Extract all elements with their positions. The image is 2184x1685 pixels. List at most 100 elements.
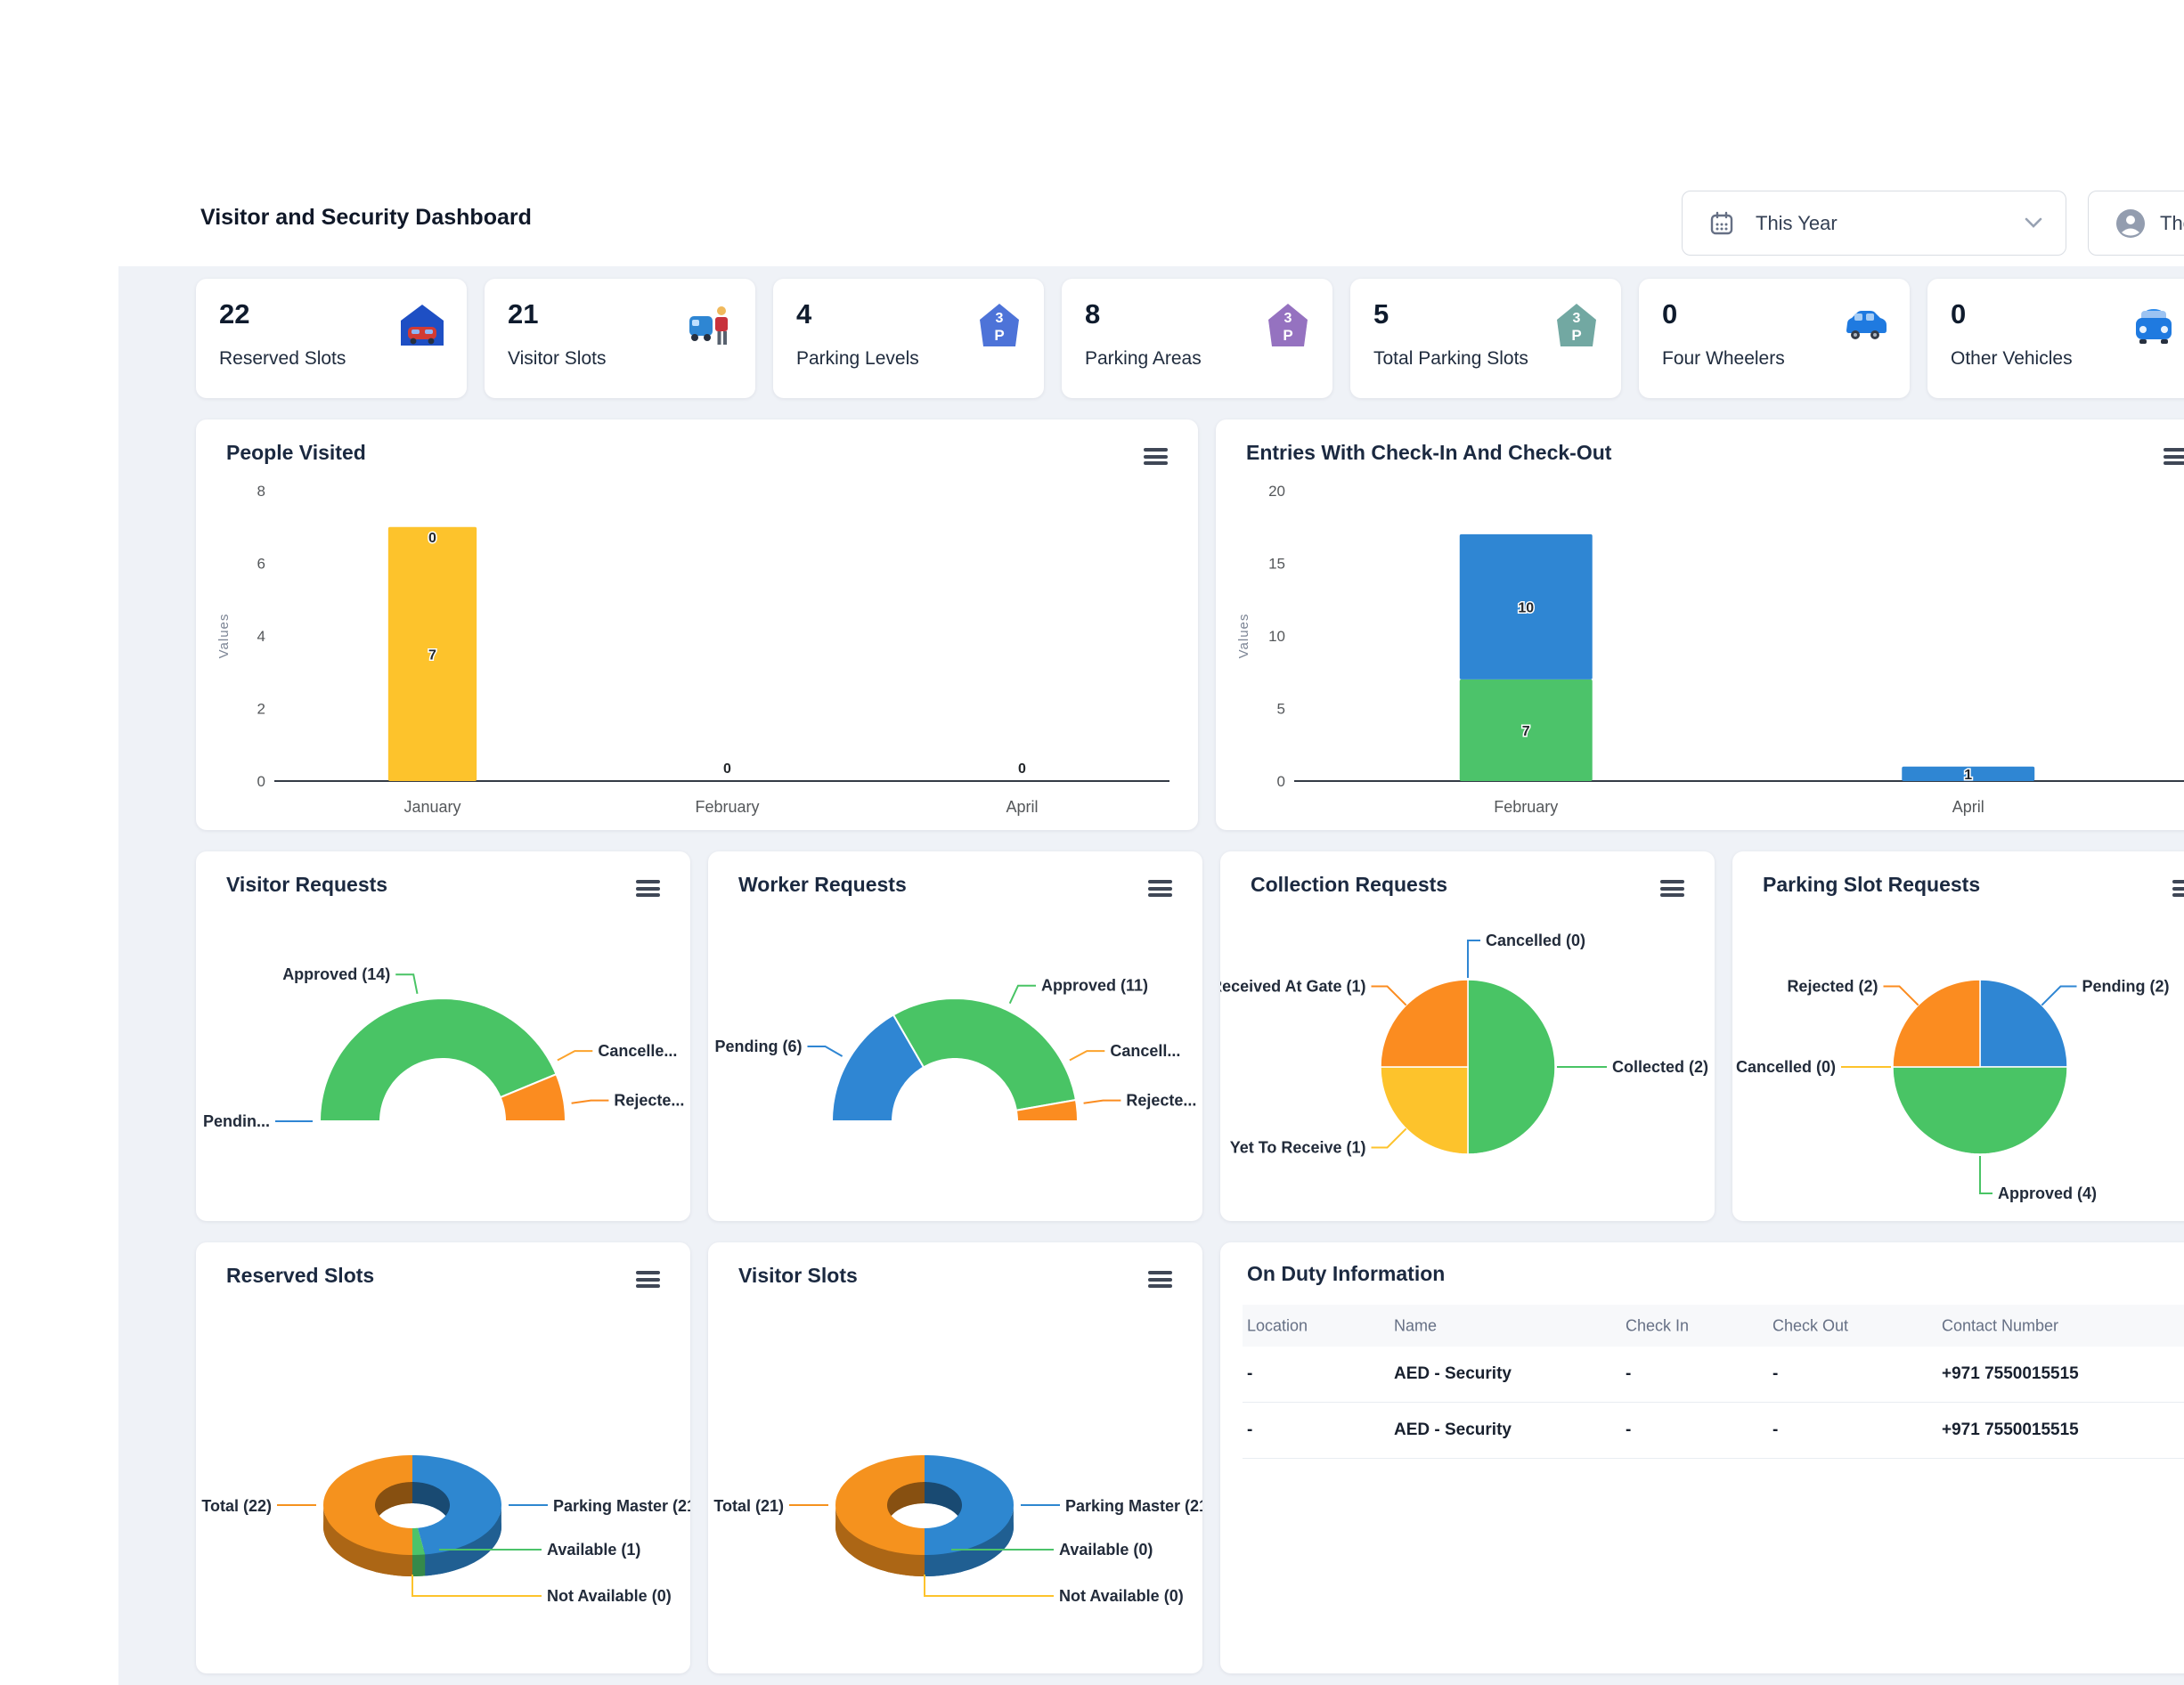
svg-text:Available (0): Available (0) xyxy=(1059,1541,1153,1559)
car-person-icon xyxy=(688,302,734,348)
stat-label: Total Parking Slots xyxy=(1373,348,1528,369)
card-people-visited: 0 2 4 6 8 Values 7 0 January 0 February 0 April Peop… xyxy=(196,419,1198,830)
svg-text:4: 4 xyxy=(257,628,265,645)
svg-text:P: P xyxy=(994,327,1004,344)
svg-text:3: 3 xyxy=(1284,311,1292,326)
svg-text:February: February xyxy=(1494,798,1558,816)
table-title: On Duty Information xyxy=(1247,1262,1446,1285)
cell-check-out: - xyxy=(1772,1420,1779,1439)
svg-text:0: 0 xyxy=(257,773,265,790)
menu-icon[interactable] xyxy=(1148,1271,1172,1291)
page-title: Visitor and Security Dashboard xyxy=(200,205,532,230)
period-selector[interactable]: This Year xyxy=(1682,191,2066,256)
chart-title: Collection Requests xyxy=(1251,873,1448,896)
chart-title: Visitor Requests xyxy=(226,873,388,896)
column-header: Location xyxy=(1247,1316,1308,1334)
menu-icon[interactable] xyxy=(1144,448,1168,468)
card-visitor-requests: Pendin... Approved (14) Cancelle... Rejecte… xyxy=(196,851,690,1221)
chart-title: Visitor Slots xyxy=(738,1264,858,1287)
card-on-duty-information: On Duty Information Location Name Check … xyxy=(1220,1242,2184,1673)
on-duty-table: Location Name Check In Check Out Contact… xyxy=(1243,1305,2184,1459)
cell-location: - xyxy=(1247,1364,1253,1383)
stat-value: 0 xyxy=(1951,298,1967,330)
cell-name: AED - Security xyxy=(1394,1364,1512,1383)
svg-text:Parking Master (21): Parking Master (21) xyxy=(1065,1497,1202,1515)
stat-card-reserved-slots: 22 Reserved Slots xyxy=(196,279,467,398)
stat-label: Four Wheelers xyxy=(1662,348,1785,369)
menu-icon[interactable] xyxy=(2172,880,2184,900)
svg-text:Collected (2): Collected (2) xyxy=(1612,1058,1708,1076)
svg-text:Total (21): Total (21) xyxy=(713,1497,784,1515)
chart-title: Parking Slot Requests xyxy=(1763,873,1981,896)
svg-text:Available (1): Available (1) xyxy=(547,1541,640,1559)
svg-text:15: 15 xyxy=(1268,556,1285,573)
stat-card-four-wheelers: 0 Four Wheelers xyxy=(1639,279,1910,398)
stat-label: Other Vehicles xyxy=(1951,348,2073,369)
cell-check-in: - xyxy=(1626,1364,1632,1383)
menu-icon[interactable] xyxy=(636,1271,660,1291)
svg-text:Cancelle...: Cancelle... xyxy=(598,1042,677,1060)
svg-text:February: February xyxy=(695,798,759,816)
table-header-row: Location Name Check In Check Out Contact… xyxy=(1243,1305,2184,1347)
svg-text:3: 3 xyxy=(996,311,1004,326)
svg-text:6: 6 xyxy=(257,556,265,573)
worker-requests-chart: Pending (6) Approved (11) Cancell... Reject… xyxy=(715,977,1196,1122)
column-header: Check In xyxy=(1626,1316,1690,1334)
visitor-requests-chart: Pendin... Approved (14) Cancelle... Rejecte… xyxy=(203,965,684,1130)
svg-text:Pendin...: Pendin... xyxy=(203,1112,270,1130)
svg-text:Rejected (2): Rejected (2) xyxy=(1787,977,1878,995)
svg-text:Not Available (0): Not Available (0) xyxy=(1059,1587,1184,1605)
stat-value: 21 xyxy=(508,298,539,330)
svg-text:Cancelled (0): Cancelled (0) xyxy=(1736,1058,1836,1076)
svg-text:3: 3 xyxy=(1573,311,1581,326)
chart-title: Reserved Slots xyxy=(226,1264,375,1287)
menu-icon[interactable] xyxy=(1148,880,1172,900)
stat-card-other-vehicles: 0 Other Vehicles xyxy=(1927,279,2184,398)
stat-value: 22 xyxy=(219,298,250,330)
column-header: Check Out xyxy=(1772,1316,1849,1334)
svg-text:0: 0 xyxy=(1018,761,1026,777)
user-menu[interactable]: The xyxy=(2088,191,2184,256)
svg-text:10: 10 xyxy=(1268,628,1285,645)
stat-value: 5 xyxy=(1373,298,1389,330)
table-row: - AED - Security - - +971 7550015515 xyxy=(1243,1403,2184,1459)
menu-icon[interactable] xyxy=(1660,880,1684,900)
column-header: Contact Number xyxy=(1942,1316,2059,1334)
svg-text:7: 7 xyxy=(1522,724,1530,739)
stat-card-visitor-slots: 21 Visitor Slots xyxy=(485,279,755,398)
cell-check-out: - xyxy=(1772,1364,1779,1383)
reserved-slots-chart: Parking Master (21) Available (1) Not Avai… xyxy=(201,1455,690,1605)
svg-text:Received At Gate (1): Received At Gate (1) xyxy=(1220,977,1365,995)
cell-check-in: - xyxy=(1626,1420,1632,1439)
svg-text:Not Available (0): Not Available (0) xyxy=(547,1587,672,1605)
menu-icon[interactable] xyxy=(636,880,660,900)
user-menu-label: The xyxy=(2160,211,2184,234)
stat-value: 4 xyxy=(796,298,812,330)
stat-label: Parking Levels xyxy=(796,348,919,369)
svg-text:Approved (14): Approved (14) xyxy=(282,965,390,983)
svg-text:10: 10 xyxy=(1518,600,1534,615)
user-icon xyxy=(2115,208,2146,239)
svg-text:7: 7 xyxy=(428,647,436,663)
svg-text:Values: Values xyxy=(1236,614,1251,659)
svg-text:Yet To Receive (1): Yet To Receive (1) xyxy=(1230,1139,1366,1157)
svg-text:Total (22): Total (22) xyxy=(201,1497,272,1515)
cell-contact-number: +971 7550015515 xyxy=(1942,1420,2079,1439)
car-front-icon xyxy=(2131,302,2177,348)
svg-text:0: 0 xyxy=(428,531,436,546)
collection-requests-chart: Cancelled (0) Collected (2) Yet To Receive… xyxy=(1220,932,1708,1157)
svg-text:Rejecte...: Rejecte... xyxy=(614,1092,684,1110)
menu-icon[interactable] xyxy=(2164,448,2184,468)
svg-text:Rejecte...: Rejecte... xyxy=(1126,1092,1196,1110)
stat-value: 8 xyxy=(1085,298,1101,330)
cell-location: - xyxy=(1247,1420,1253,1439)
svg-text:Approved (4): Approved (4) xyxy=(1998,1184,2097,1202)
svg-text:5: 5 xyxy=(1277,701,1285,718)
chevron-down-icon xyxy=(2025,217,2042,229)
